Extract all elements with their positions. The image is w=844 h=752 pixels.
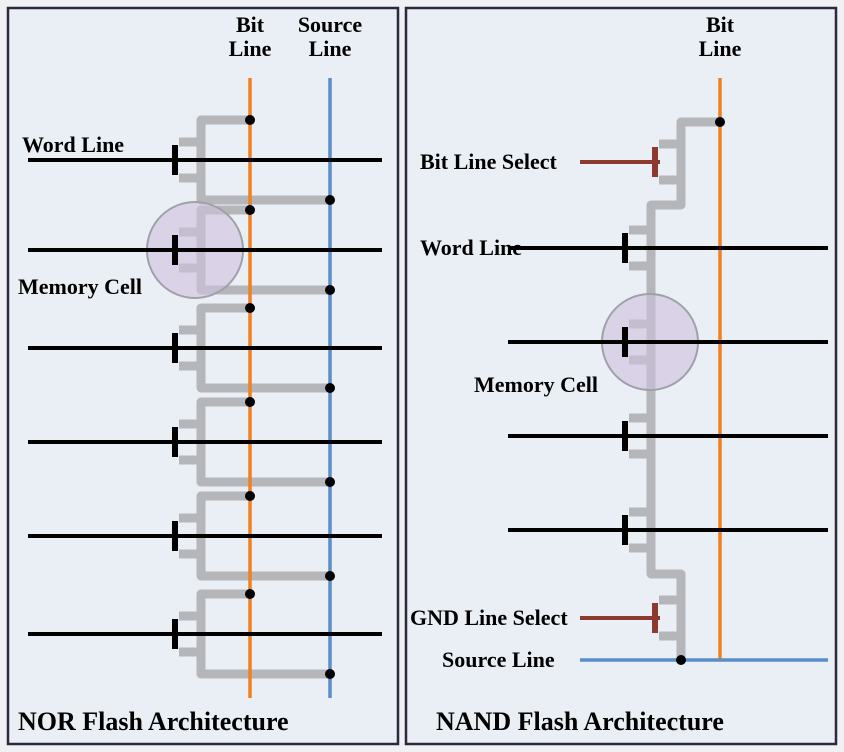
nand-memory-cell-label: Memory Cell bbox=[474, 372, 598, 397]
nor-panel: BitLineSourceLineWord LineMemory CellNOR… bbox=[8, 8, 398, 744]
nand-source-node bbox=[676, 655, 686, 665]
nand-bit-node bbox=[715, 117, 725, 127]
nor-memory-cell-label: Memory Cell bbox=[18, 274, 142, 299]
nor-source-node bbox=[325, 477, 335, 487]
nor-bit-node bbox=[245, 491, 255, 501]
nand-gnd-line-select-label: GND Line Select bbox=[410, 605, 568, 630]
nor-source-node bbox=[325, 285, 335, 295]
nand-panel: BitLineBit Line SelectWord LineMemory Ce… bbox=[406, 8, 836, 744]
nand-source-line-label: Source Line bbox=[442, 647, 555, 672]
nand-title: NAND Flash Architecture bbox=[436, 707, 724, 736]
nor-bit-node bbox=[245, 397, 255, 407]
nor-source-node bbox=[325, 195, 335, 205]
nor-source-node bbox=[325, 571, 335, 581]
nor-bit-node bbox=[245, 115, 255, 125]
nor-source-node bbox=[325, 669, 335, 679]
nor-title: NOR Flash Architecture bbox=[18, 707, 289, 736]
nor-word-line-label: Word Line bbox=[22, 132, 124, 157]
nand-word-line-label: Word Line bbox=[420, 235, 522, 260]
nand-bit-line-select-label: Bit Line Select bbox=[420, 149, 558, 174]
nor-bit-node bbox=[245, 589, 255, 599]
nor-bit-node bbox=[245, 205, 255, 215]
nor-source-node bbox=[325, 383, 335, 393]
nor-bit-node bbox=[245, 303, 255, 313]
